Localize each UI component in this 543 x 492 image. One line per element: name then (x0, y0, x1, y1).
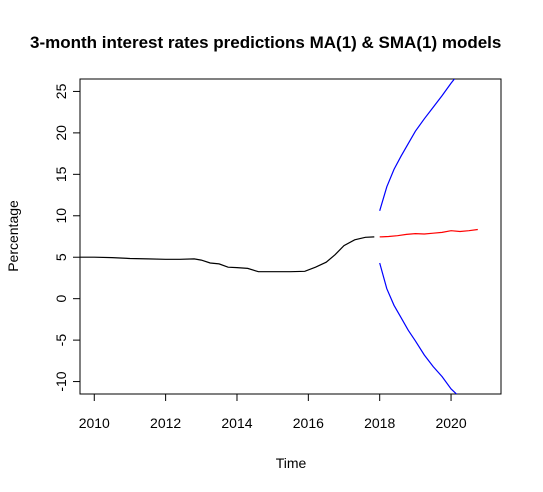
y-tick-label: 15 (53, 166, 69, 182)
y-axis-label: Percentage (5, 200, 21, 272)
x-tick-label: 2014 (221, 415, 252, 431)
y-tick-label: 20 (53, 125, 69, 141)
plot-frame (80, 79, 501, 394)
x-axis-label: Time (276, 455, 307, 471)
series-lines (80, 77, 478, 398)
y-tick-label: -10 (53, 371, 69, 391)
y-tick-label: 10 (53, 208, 69, 224)
y-tick-label: 0 (53, 295, 69, 303)
y-axis: -10 -5 0 5 10 15 20 25 (53, 83, 80, 391)
x-axis: 2010 2012 2014 2016 2018 2020 (79, 394, 467, 431)
series-line-4 (380, 263, 460, 397)
x-tick-label: 2012 (150, 415, 181, 431)
y-tick-label: -5 (53, 334, 69, 347)
x-tick-label: 2020 (435, 415, 466, 431)
x-tick-label: 2010 (79, 415, 110, 431)
y-tick-label: 25 (53, 83, 69, 99)
series-line-3 (380, 77, 457, 211)
chart-title: 3-month interest rates predictions MA(1)… (30, 33, 501, 52)
series-line-1 (80, 237, 374, 272)
series-line-2 (380, 230, 478, 237)
x-tick-label: 2016 (293, 415, 324, 431)
x-tick-label: 2018 (364, 415, 395, 431)
y-tick-label: 5 (53, 253, 69, 261)
